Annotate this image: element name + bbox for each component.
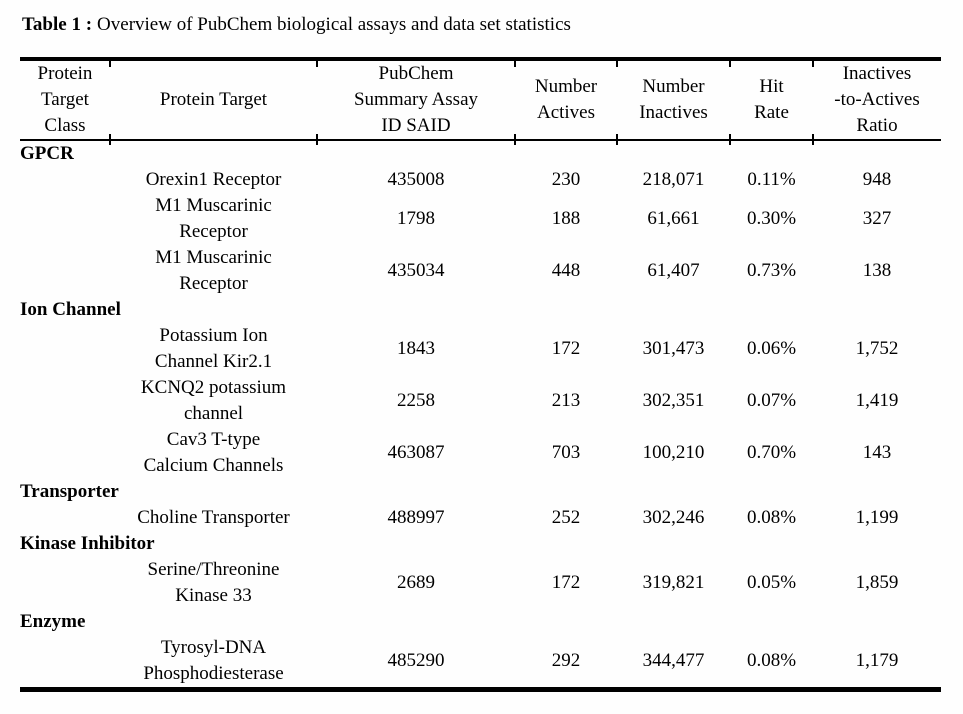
- ratio-cell: 948: [862, 169, 892, 190]
- ratio-cell: 143: [862, 442, 892, 463]
- actives-cell: 292: [551, 650, 581, 671]
- said-cell: 463087: [387, 442, 445, 463]
- col-header-said: PubChem Summary Assay ID SAID: [316, 56, 515, 143]
- assay-statistics-table: Protein Target Class Protein Target PubC…: [20, 56, 941, 692]
- inactives-cell: 344,477: [642, 650, 705, 671]
- class-row-ion-channel: Ion Channel: [20, 297, 941, 323]
- hit-rate-cell: 0.08%: [746, 650, 797, 671]
- empty-cell: [20, 505, 110, 531]
- ratio-cell: 138: [862, 260, 892, 281]
- class-row-gpcr: GPCR: [20, 140, 941, 167]
- col-header-number-actives: Number Actives: [514, 56, 617, 143]
- protein-target-cell: Potassium Ion Channel Kir2.1: [154, 325, 273, 372]
- inactives-cell: 319,821: [642, 572, 705, 593]
- hit-rate-cell: 0.05%: [746, 572, 797, 593]
- inactives-cell: 302,246: [642, 507, 705, 528]
- ratio-cell: 1,752: [855, 338, 899, 359]
- ratio-cell: 327: [862, 208, 892, 229]
- said-cell: 485290: [387, 650, 445, 671]
- protein-target-cell: M1 Muscarinic Receptor: [155, 247, 272, 294]
- col-header-number-inactives: Number Inactives: [616, 56, 730, 143]
- protein-target-cell: KCNQ2 potassium channel: [140, 377, 287, 424]
- said-cell: 1798: [397, 208, 435, 229]
- actives-cell: 448: [551, 260, 581, 281]
- protein-target-cell: Choline Transporter: [137, 507, 290, 528]
- table-caption-label: Table 1 :: [22, 14, 93, 35]
- said-cell: 2258: [397, 390, 435, 411]
- actives-cell: 213: [551, 390, 581, 411]
- assay-row: M1 Muscarinic Receptor 1798 188 61,661 0…: [20, 193, 941, 245]
- hit-rate-cell: 0.07%: [746, 390, 797, 411]
- ratio-cell: 1,199: [855, 507, 899, 528]
- class-row-transporter: Transporter: [20, 479, 941, 505]
- assay-row: Choline Transporter 488997 252 302,246 0…: [20, 505, 941, 531]
- inactives-cell: 100,210: [642, 442, 705, 463]
- col-header-ratio: Inactives -to-Actives Ratio: [812, 56, 941, 143]
- empty-cell: [20, 427, 110, 479]
- header-row: Protein Target Class Protein Target PubC…: [20, 56, 941, 143]
- inactives-cell: 218,071: [642, 169, 705, 190]
- class-label: Ion Channel: [20, 299, 121, 320]
- page: Table 1 : Overview of PubChem biological …: [20, 12, 941, 692]
- ratio-cell: 1,179: [855, 650, 899, 671]
- actives-cell: 703: [551, 442, 581, 463]
- protein-target-cell: Cav3 T-type Calcium Channels: [143, 429, 284, 476]
- actives-cell: 252: [551, 507, 581, 528]
- actives-cell: 172: [551, 572, 581, 593]
- said-cell: 435034: [387, 260, 445, 281]
- said-cell: 2689: [397, 572, 435, 593]
- empty-cell: [20, 193, 110, 245]
- hit-rate-cell: 0.11%: [747, 169, 796, 190]
- class-row-kinase-inhibitor: Kinase Inhibitor: [20, 531, 941, 557]
- ratio-cell: 1,419: [855, 390, 899, 411]
- col-header-protein-target-class: Protein Target Class: [20, 59, 110, 141]
- inactives-cell: 302,351: [642, 390, 705, 411]
- hit-rate-cell: 0.08%: [746, 507, 797, 528]
- empty-cell: [20, 635, 110, 690]
- actives-cell: 230: [551, 169, 581, 190]
- assay-row: KCNQ2 potassium channel 2258 213 302,351…: [20, 375, 941, 427]
- assay-row: Potassium Ion Channel Kir2.1 1843 172 30…: [20, 323, 941, 375]
- hit-rate-cell: 0.73%: [746, 260, 797, 281]
- protein-target-cell: Orexin1 Receptor: [145, 169, 282, 190]
- said-cell: 1843: [397, 338, 435, 359]
- inactives-cell: 301,473: [642, 338, 705, 359]
- actives-cell: 188: [551, 208, 581, 229]
- hit-rate-cell: 0.70%: [746, 442, 797, 463]
- protein-target-cell: Serine/Threonine Kinase 33: [147, 559, 280, 606]
- hit-rate-cell: 0.30%: [746, 208, 797, 229]
- said-cell: 435008: [387, 169, 445, 190]
- said-cell: 488997: [387, 507, 445, 528]
- hit-rate-cell: 0.06%: [746, 338, 797, 359]
- inactives-cell: 61,661: [647, 208, 700, 229]
- col-header-hit-rate: Hit Rate: [729, 56, 813, 143]
- assay-row: Tyrosyl-DNA Phosphodiesterase 485290 292…: [20, 635, 941, 690]
- empty-cell: [20, 323, 110, 375]
- class-label: Enzyme: [20, 611, 86, 632]
- assay-row: Cav3 T-type Calcium Channels 463087 703 …: [20, 427, 941, 479]
- col-header-protein-target: Protein Target: [109, 56, 317, 143]
- assay-row: M1 Muscarinic Receptor 435034 448 61,407…: [20, 245, 941, 297]
- class-label: Transporter: [20, 481, 119, 502]
- empty-cell: [20, 167, 110, 193]
- assay-row: Serine/Threonine Kinase 33 2689 172 319,…: [20, 557, 941, 609]
- ratio-cell: 1,859: [855, 572, 899, 593]
- empty-cell: [20, 557, 110, 609]
- empty-cell: [20, 245, 110, 297]
- protein-target-cell: Tyrosyl-DNA Phosphodiesterase: [143, 637, 284, 684]
- class-row-enzyme: Enzyme: [20, 609, 941, 635]
- actives-cell: 172: [551, 338, 581, 359]
- empty-cell: [20, 375, 110, 427]
- class-label: GPCR: [20, 143, 74, 164]
- inactives-cell: 61,407: [647, 260, 700, 281]
- table-caption-text: Overview of PubChem biological assays an…: [97, 14, 571, 35]
- table-caption: Table 1 : Overview of PubChem biological …: [22, 12, 941, 38]
- protein-target-cell: M1 Muscarinic Receptor: [155, 195, 272, 242]
- table-header: Protein Target Class Protein Target PubC…: [20, 56, 941, 143]
- class-label: Kinase Inhibitor: [20, 533, 155, 554]
- assay-row: Orexin1 Receptor 435008 230 218,071 0.11…: [20, 167, 941, 193]
- table-body: GPCR Orexin1 Receptor 435008 230 218,071…: [20, 140, 941, 690]
